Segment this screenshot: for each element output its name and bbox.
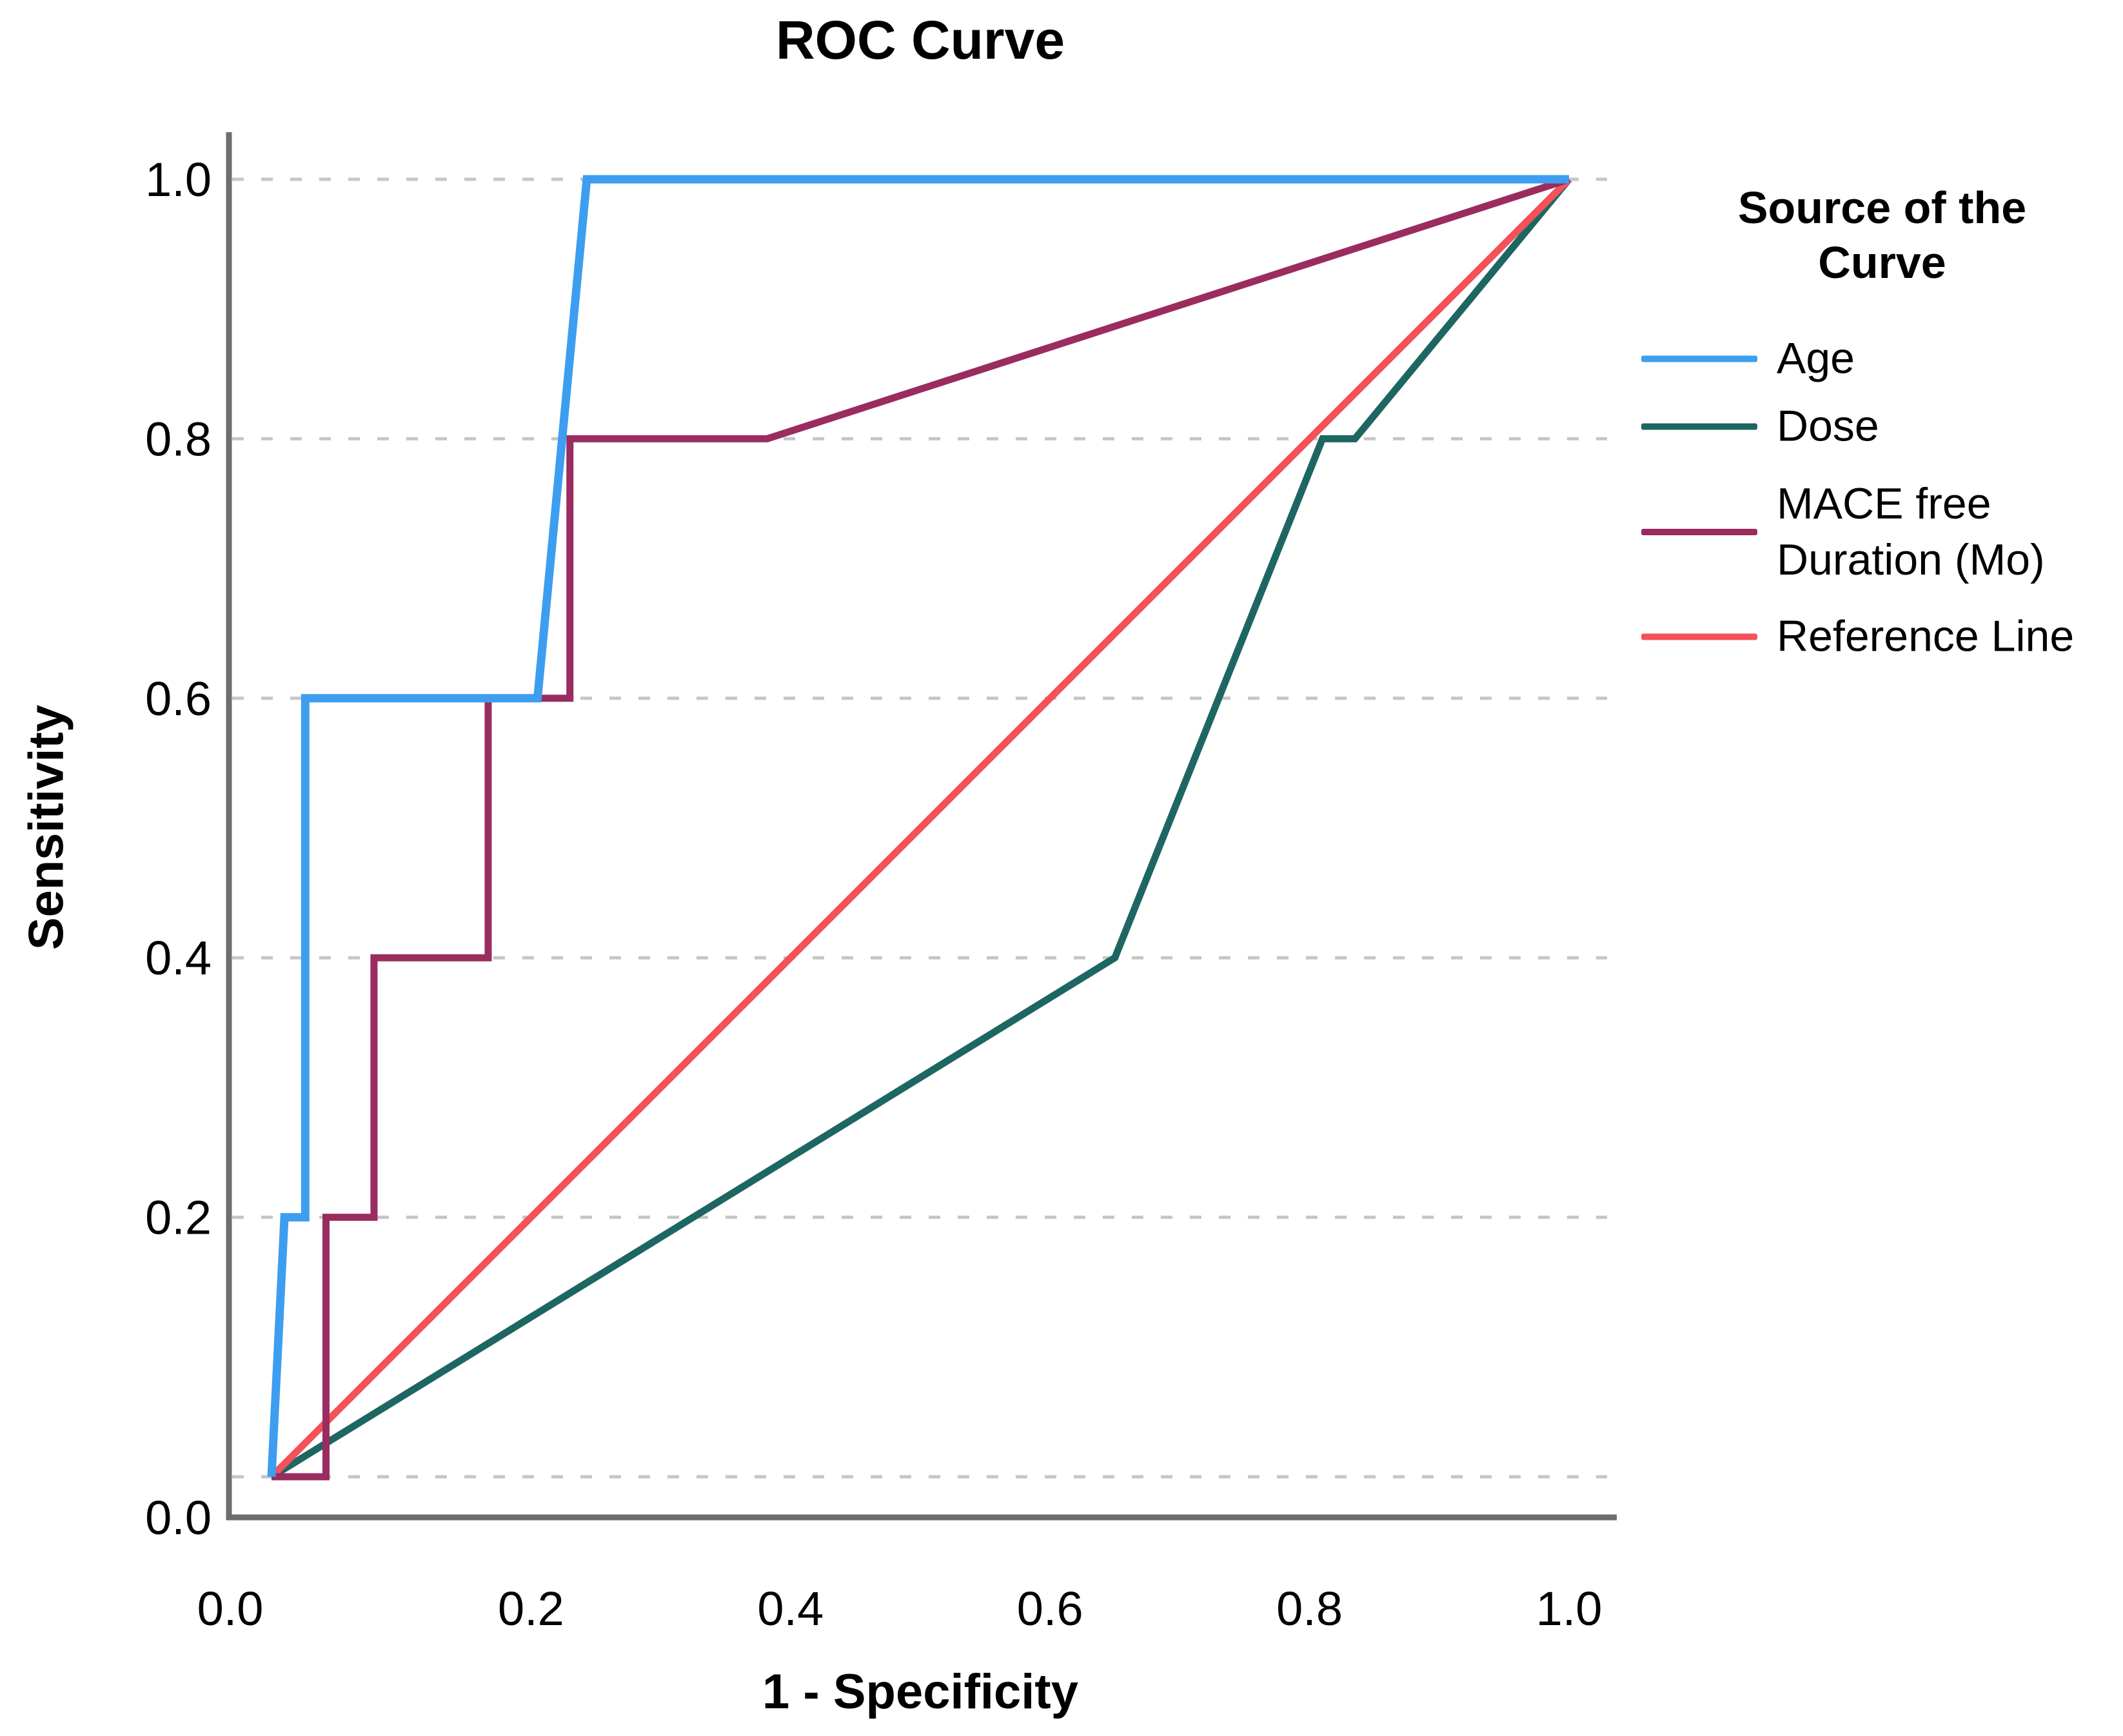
x-tick-label-0.0: 0.0	[197, 1582, 264, 1635]
x-tick-label-0.8: 0.8	[1276, 1582, 1343, 1635]
legend-label-age: Age	[1777, 333, 1855, 383]
x-tick-label-1.0: 1.0	[1536, 1582, 1603, 1635]
legend-title: Source of the Curve	[1737, 182, 2027, 288]
x-tick-label-0.6: 0.6	[1017, 1582, 1083, 1635]
y-tick-label-0.8: 0.8	[145, 412, 212, 466]
y-tick-label-0.2: 0.2	[145, 1191, 212, 1245]
y-tick-label-1.0: 1.0	[145, 153, 212, 206]
chart-title: ROC Curve	[775, 10, 1065, 70]
roc-curve-age	[267, 175, 1569, 1477]
x-tick-label-0.4: 0.4	[757, 1582, 824, 1635]
legend-swatch-age	[1641, 355, 1757, 362]
legend-swatch-reference-line	[1641, 633, 1757, 640]
legend-swatch-dose	[1641, 423, 1757, 429]
legend-label-dose: Dose	[1777, 401, 1879, 451]
legend-item-mace-free-duration: MACE free Duration (Mo)	[1641, 476, 2123, 588]
y-tick-label-0.4: 0.4	[145, 931, 212, 985]
roc-curve-reference-line	[269, 177, 1572, 1479]
legend-label-mace-free-duration: MACE free Duration (Mo)	[1777, 478, 2045, 584]
roc-curve-dose	[270, 177, 1572, 1480]
y-tick-label-0.6: 0.6	[145, 672, 212, 725]
y-tick-label-0.0: 0.0	[145, 1491, 212, 1544]
legend-swatch-mace-free-duration	[1641, 529, 1757, 535]
legend-label-reference-line: Reference Line	[1777, 611, 2075, 661]
x-axis-title: 1 - Specificity	[762, 1664, 1078, 1719]
legend-item-reference-line: Reference Line	[1641, 608, 2074, 664]
legend-item-age: Age	[1641, 330, 1855, 386]
legend: Source of the Curve Age Dose MACE free Dur…	[1641, 181, 2123, 696]
x-tick-label-0.2: 0.2	[498, 1582, 564, 1635]
legend-item-dose: Dose	[1641, 398, 1879, 454]
roc-curve-mace-free-duration-mo-	[272, 175, 1570, 1481]
